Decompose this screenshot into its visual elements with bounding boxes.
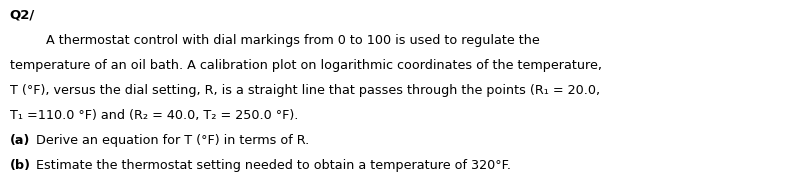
Text: Estimate the thermostat setting needed to obtain a temperature of 320°F.: Estimate the thermostat setting needed t…: [32, 159, 511, 172]
Text: temperature of an oil bath. A calibration plot on logarithmic coordinates of the: temperature of an oil bath. A calibratio…: [10, 59, 602, 72]
Text: T (°F), versus the dial setting, R, is a straight line that passes through the p: T (°F), versus the dial setting, R, is a…: [10, 84, 600, 97]
Text: A thermostat control with dial markings from 0 to 100 is used to regulate the: A thermostat control with dial markings …: [46, 34, 540, 47]
Text: (b): (b): [10, 159, 30, 172]
Text: (a): (a): [10, 134, 30, 147]
Text: Q2/: Q2/: [10, 9, 35, 22]
Text: T₁ =110.0 °F) and (R₂ = 40.0, T₂ = 250.0 °F).: T₁ =110.0 °F) and (R₂ = 40.0, T₂ = 250.0…: [10, 109, 298, 122]
Text: Derive an equation for T (°F) in terms of R.: Derive an equation for T (°F) in terms o…: [32, 134, 310, 147]
